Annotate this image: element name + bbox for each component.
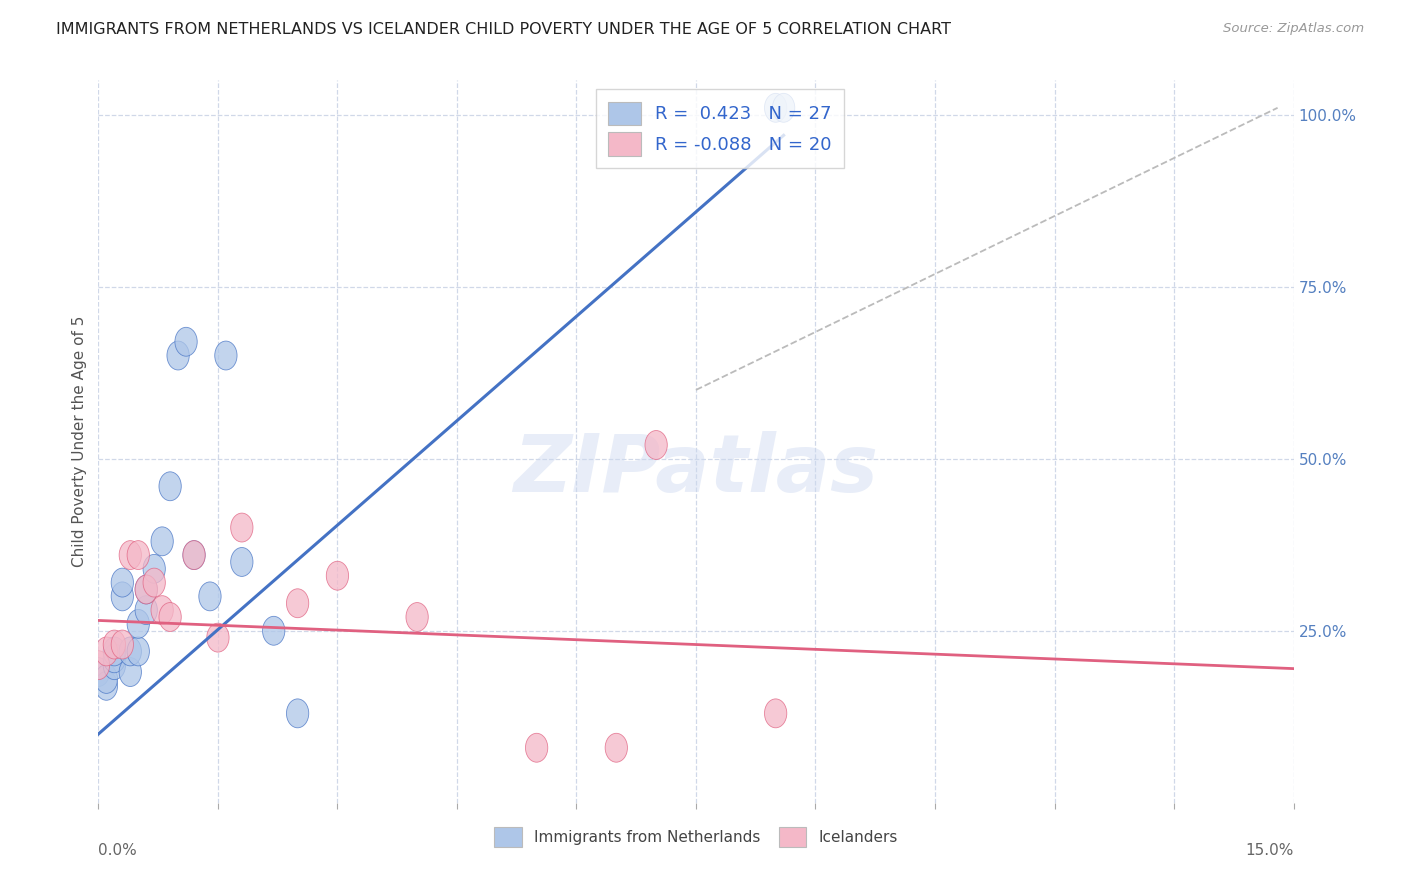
Text: 0.0%: 0.0%: [98, 843, 138, 857]
Ellipse shape: [167, 341, 190, 370]
Ellipse shape: [120, 657, 142, 687]
Ellipse shape: [143, 568, 166, 597]
Ellipse shape: [159, 603, 181, 632]
Ellipse shape: [87, 657, 110, 687]
Ellipse shape: [287, 699, 309, 728]
Ellipse shape: [96, 672, 118, 700]
Ellipse shape: [231, 548, 253, 576]
Ellipse shape: [150, 596, 173, 624]
Ellipse shape: [772, 94, 794, 122]
Ellipse shape: [159, 472, 181, 500]
Ellipse shape: [135, 575, 157, 604]
Text: 15.0%: 15.0%: [1246, 843, 1294, 857]
Ellipse shape: [111, 630, 134, 659]
Ellipse shape: [103, 644, 125, 673]
Ellipse shape: [198, 582, 221, 611]
Ellipse shape: [406, 603, 429, 632]
Ellipse shape: [287, 589, 309, 617]
Ellipse shape: [231, 513, 253, 542]
Ellipse shape: [207, 624, 229, 652]
Ellipse shape: [96, 637, 118, 665]
Ellipse shape: [183, 541, 205, 569]
Ellipse shape: [87, 651, 110, 680]
Ellipse shape: [143, 555, 166, 583]
Ellipse shape: [526, 733, 548, 762]
Ellipse shape: [120, 637, 142, 665]
Text: ZIPatlas: ZIPatlas: [513, 432, 879, 509]
Ellipse shape: [645, 431, 668, 459]
Ellipse shape: [135, 575, 157, 604]
Ellipse shape: [103, 651, 125, 680]
Text: Source: ZipAtlas.com: Source: ZipAtlas.com: [1223, 22, 1364, 36]
Ellipse shape: [263, 616, 285, 645]
Ellipse shape: [127, 637, 149, 665]
Ellipse shape: [765, 94, 787, 122]
Ellipse shape: [174, 327, 197, 356]
Ellipse shape: [326, 561, 349, 591]
Ellipse shape: [215, 341, 238, 370]
Ellipse shape: [150, 527, 173, 556]
Ellipse shape: [605, 733, 627, 762]
Ellipse shape: [765, 699, 787, 728]
Ellipse shape: [111, 582, 134, 611]
Text: IMMIGRANTS FROM NETHERLANDS VS ICELANDER CHILD POVERTY UNDER THE AGE OF 5 CORREL: IMMIGRANTS FROM NETHERLANDS VS ICELANDER…: [56, 22, 952, 37]
Ellipse shape: [135, 596, 157, 624]
Ellipse shape: [183, 541, 205, 569]
Ellipse shape: [103, 637, 125, 665]
Ellipse shape: [96, 665, 118, 693]
Ellipse shape: [111, 568, 134, 597]
Ellipse shape: [127, 609, 149, 639]
Ellipse shape: [103, 630, 125, 659]
Ellipse shape: [120, 541, 142, 569]
Legend: Immigrants from Netherlands, Icelanders: Immigrants from Netherlands, Icelanders: [488, 822, 904, 853]
Y-axis label: Child Poverty Under the Age of 5: Child Poverty Under the Age of 5: [72, 316, 87, 567]
Ellipse shape: [127, 541, 149, 569]
